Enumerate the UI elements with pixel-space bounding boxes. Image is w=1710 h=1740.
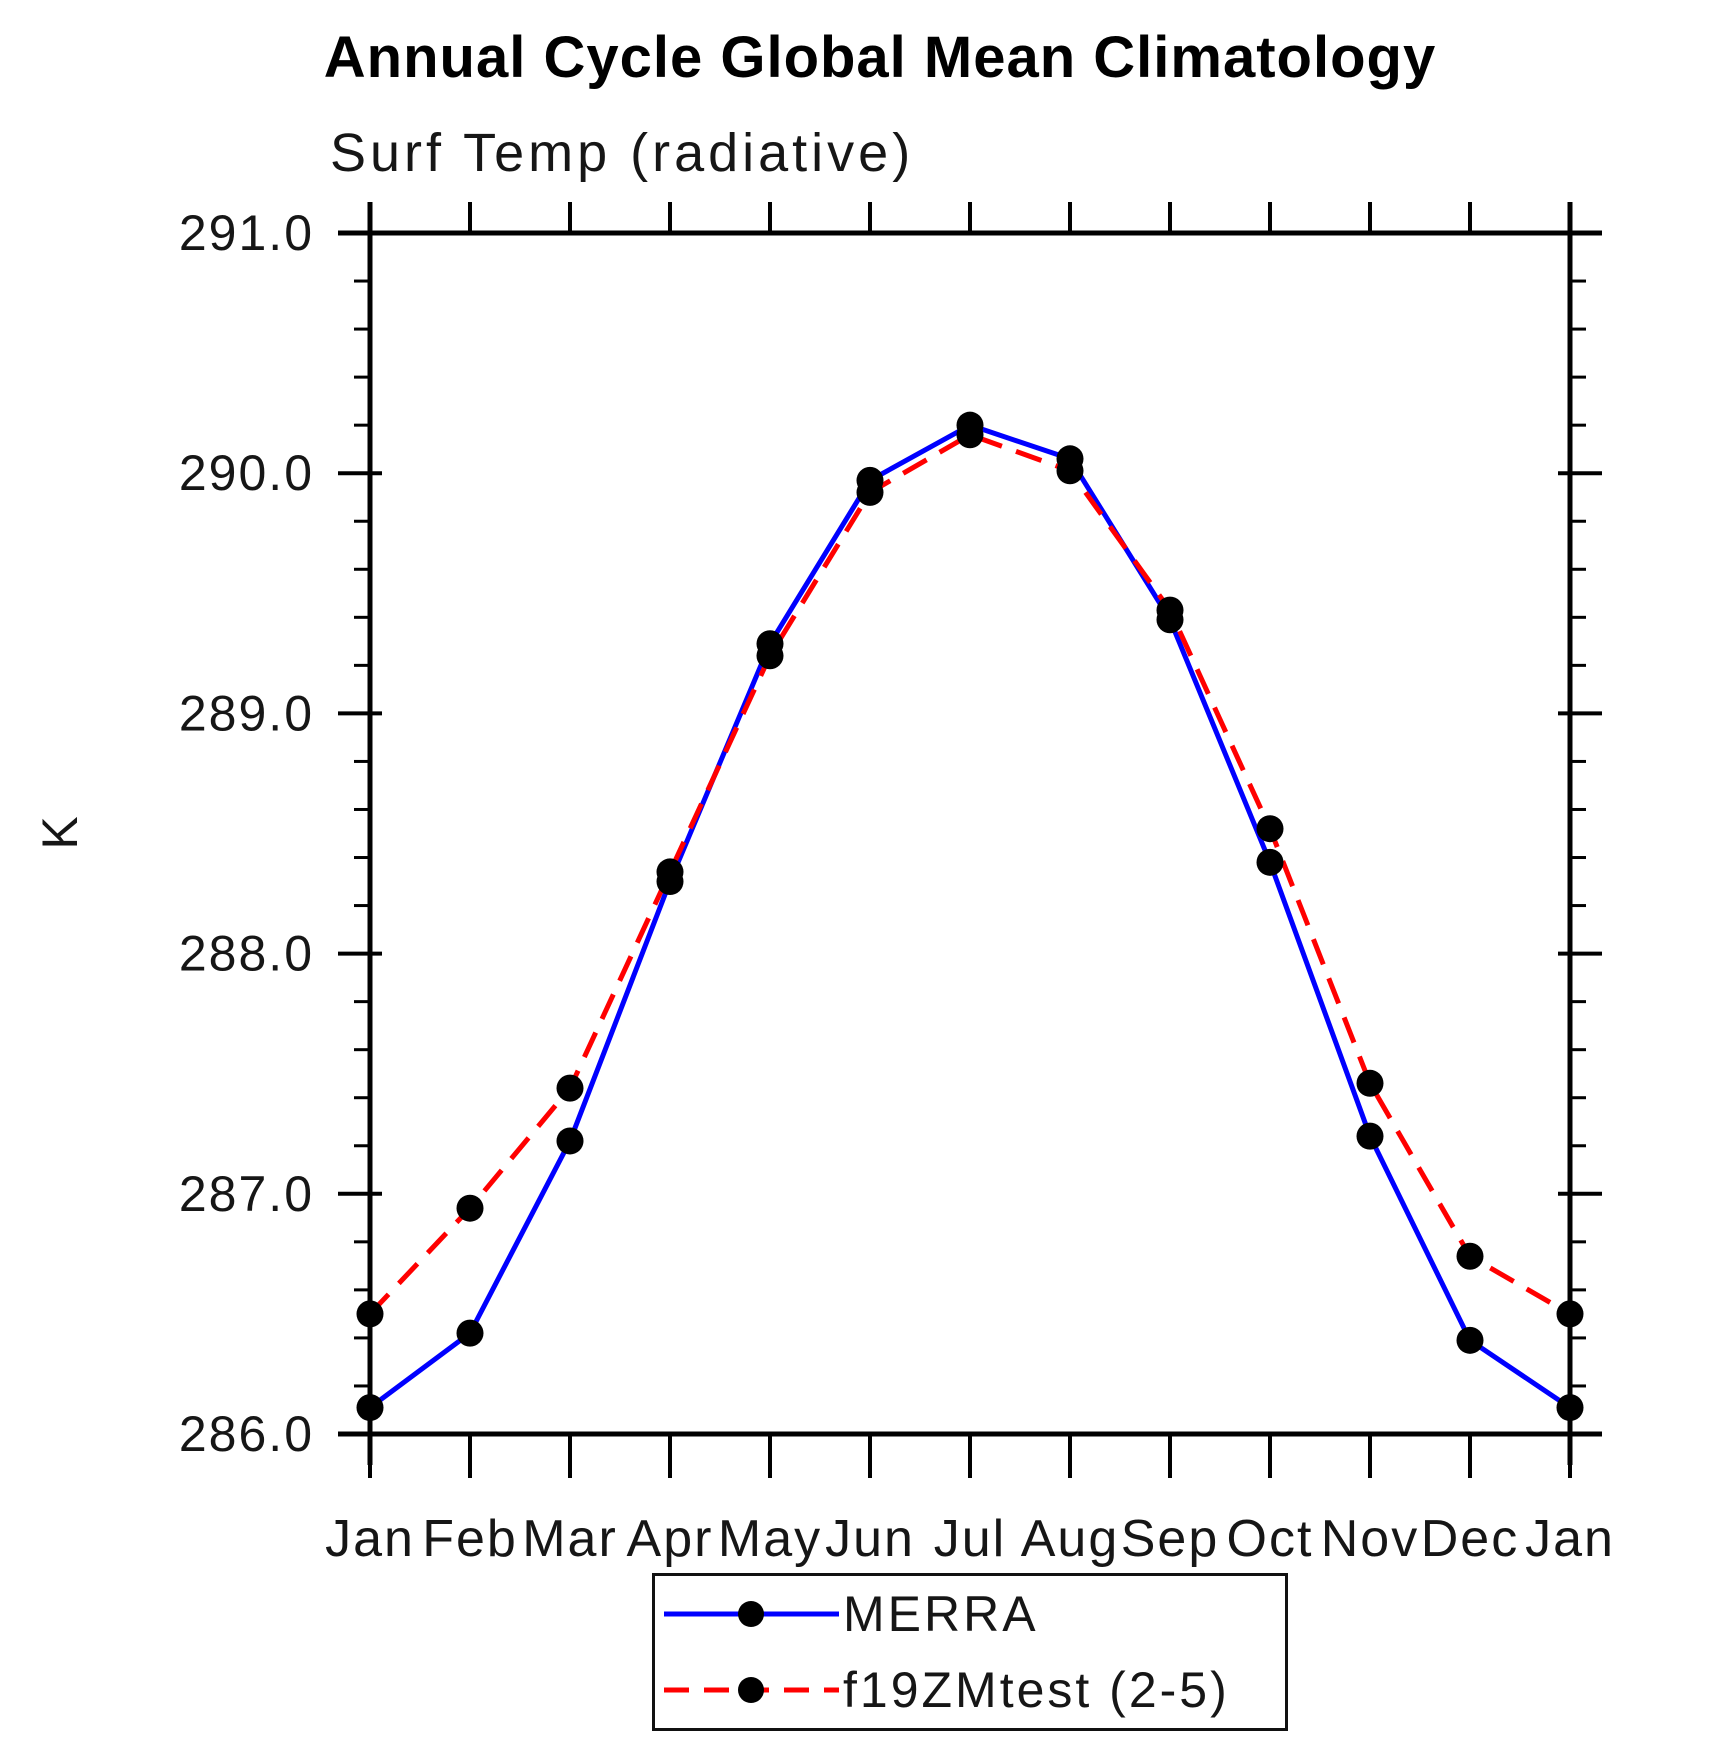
f19zmtest-line-sample-icon bbox=[664, 1677, 839, 1703]
y-tick-label: 286.0 bbox=[179, 1406, 314, 1462]
legend-row-merra: MERRA bbox=[655, 1582, 1285, 1646]
y-ticks: 286.0 287.0 288.0 289.0 290.0 291.0 bbox=[179, 205, 1602, 1462]
x-tick-label: May bbox=[718, 1510, 822, 1568]
axes bbox=[338, 202, 1602, 1465]
y-tick-label: 291.0 bbox=[179, 205, 314, 261]
legend: MERRA f19ZMtest (2-5) bbox=[652, 1573, 1288, 1731]
x-tick-label: Jan bbox=[1525, 1510, 1615, 1568]
x-tick-label: Jan bbox=[325, 1510, 415, 1568]
x-tick-label: Nov bbox=[1321, 1510, 1419, 1568]
x-ticks: Jan Feb Mar Apr May Jun Jul Aug Sep Oct Nov Dec Jan bbox=[325, 202, 1615, 1568]
legend-label-f19zmtest: f19ZMtest (2-5) bbox=[843, 1662, 1230, 1718]
x-tick-label: Dec bbox=[1421, 1510, 1519, 1568]
x-tick-label: Jul bbox=[934, 1510, 1006, 1568]
x-tick-label: Oct bbox=[1227, 1510, 1314, 1568]
y-tick-label: 290.0 bbox=[179, 445, 314, 501]
merra-line-sample-icon bbox=[664, 1601, 839, 1627]
chart-title: Annual Cycle Global Mean Climatology bbox=[323, 25, 1437, 90]
series-line-merra bbox=[368, 422, 1572, 1410]
x-tick-label: Sep bbox=[1121, 1510, 1220, 1568]
y-tick-label: 288.0 bbox=[179, 926, 314, 982]
x-tick-label: Mar bbox=[522, 1510, 618, 1568]
x-tick-label: Apr bbox=[627, 1510, 714, 1568]
x-tick-label: Feb bbox=[422, 1510, 518, 1568]
x-tick-label: Jun bbox=[825, 1510, 915, 1568]
y-tick-label: 289.0 bbox=[179, 685, 314, 741]
series-markers-f19zmtest bbox=[356, 421, 1584, 1328]
series-markers-merra bbox=[356, 411, 1584, 1422]
x-tick-label: Aug bbox=[1021, 1510, 1120, 1568]
chart-subtitle: Surf Temp (radiative) bbox=[330, 123, 915, 183]
legend-label-merra: MERRA bbox=[843, 1586, 1039, 1642]
y-tick-label: 287.0 bbox=[179, 1166, 314, 1222]
legend-row-f19zmtest: f19ZMtest (2-5) bbox=[655, 1658, 1285, 1722]
